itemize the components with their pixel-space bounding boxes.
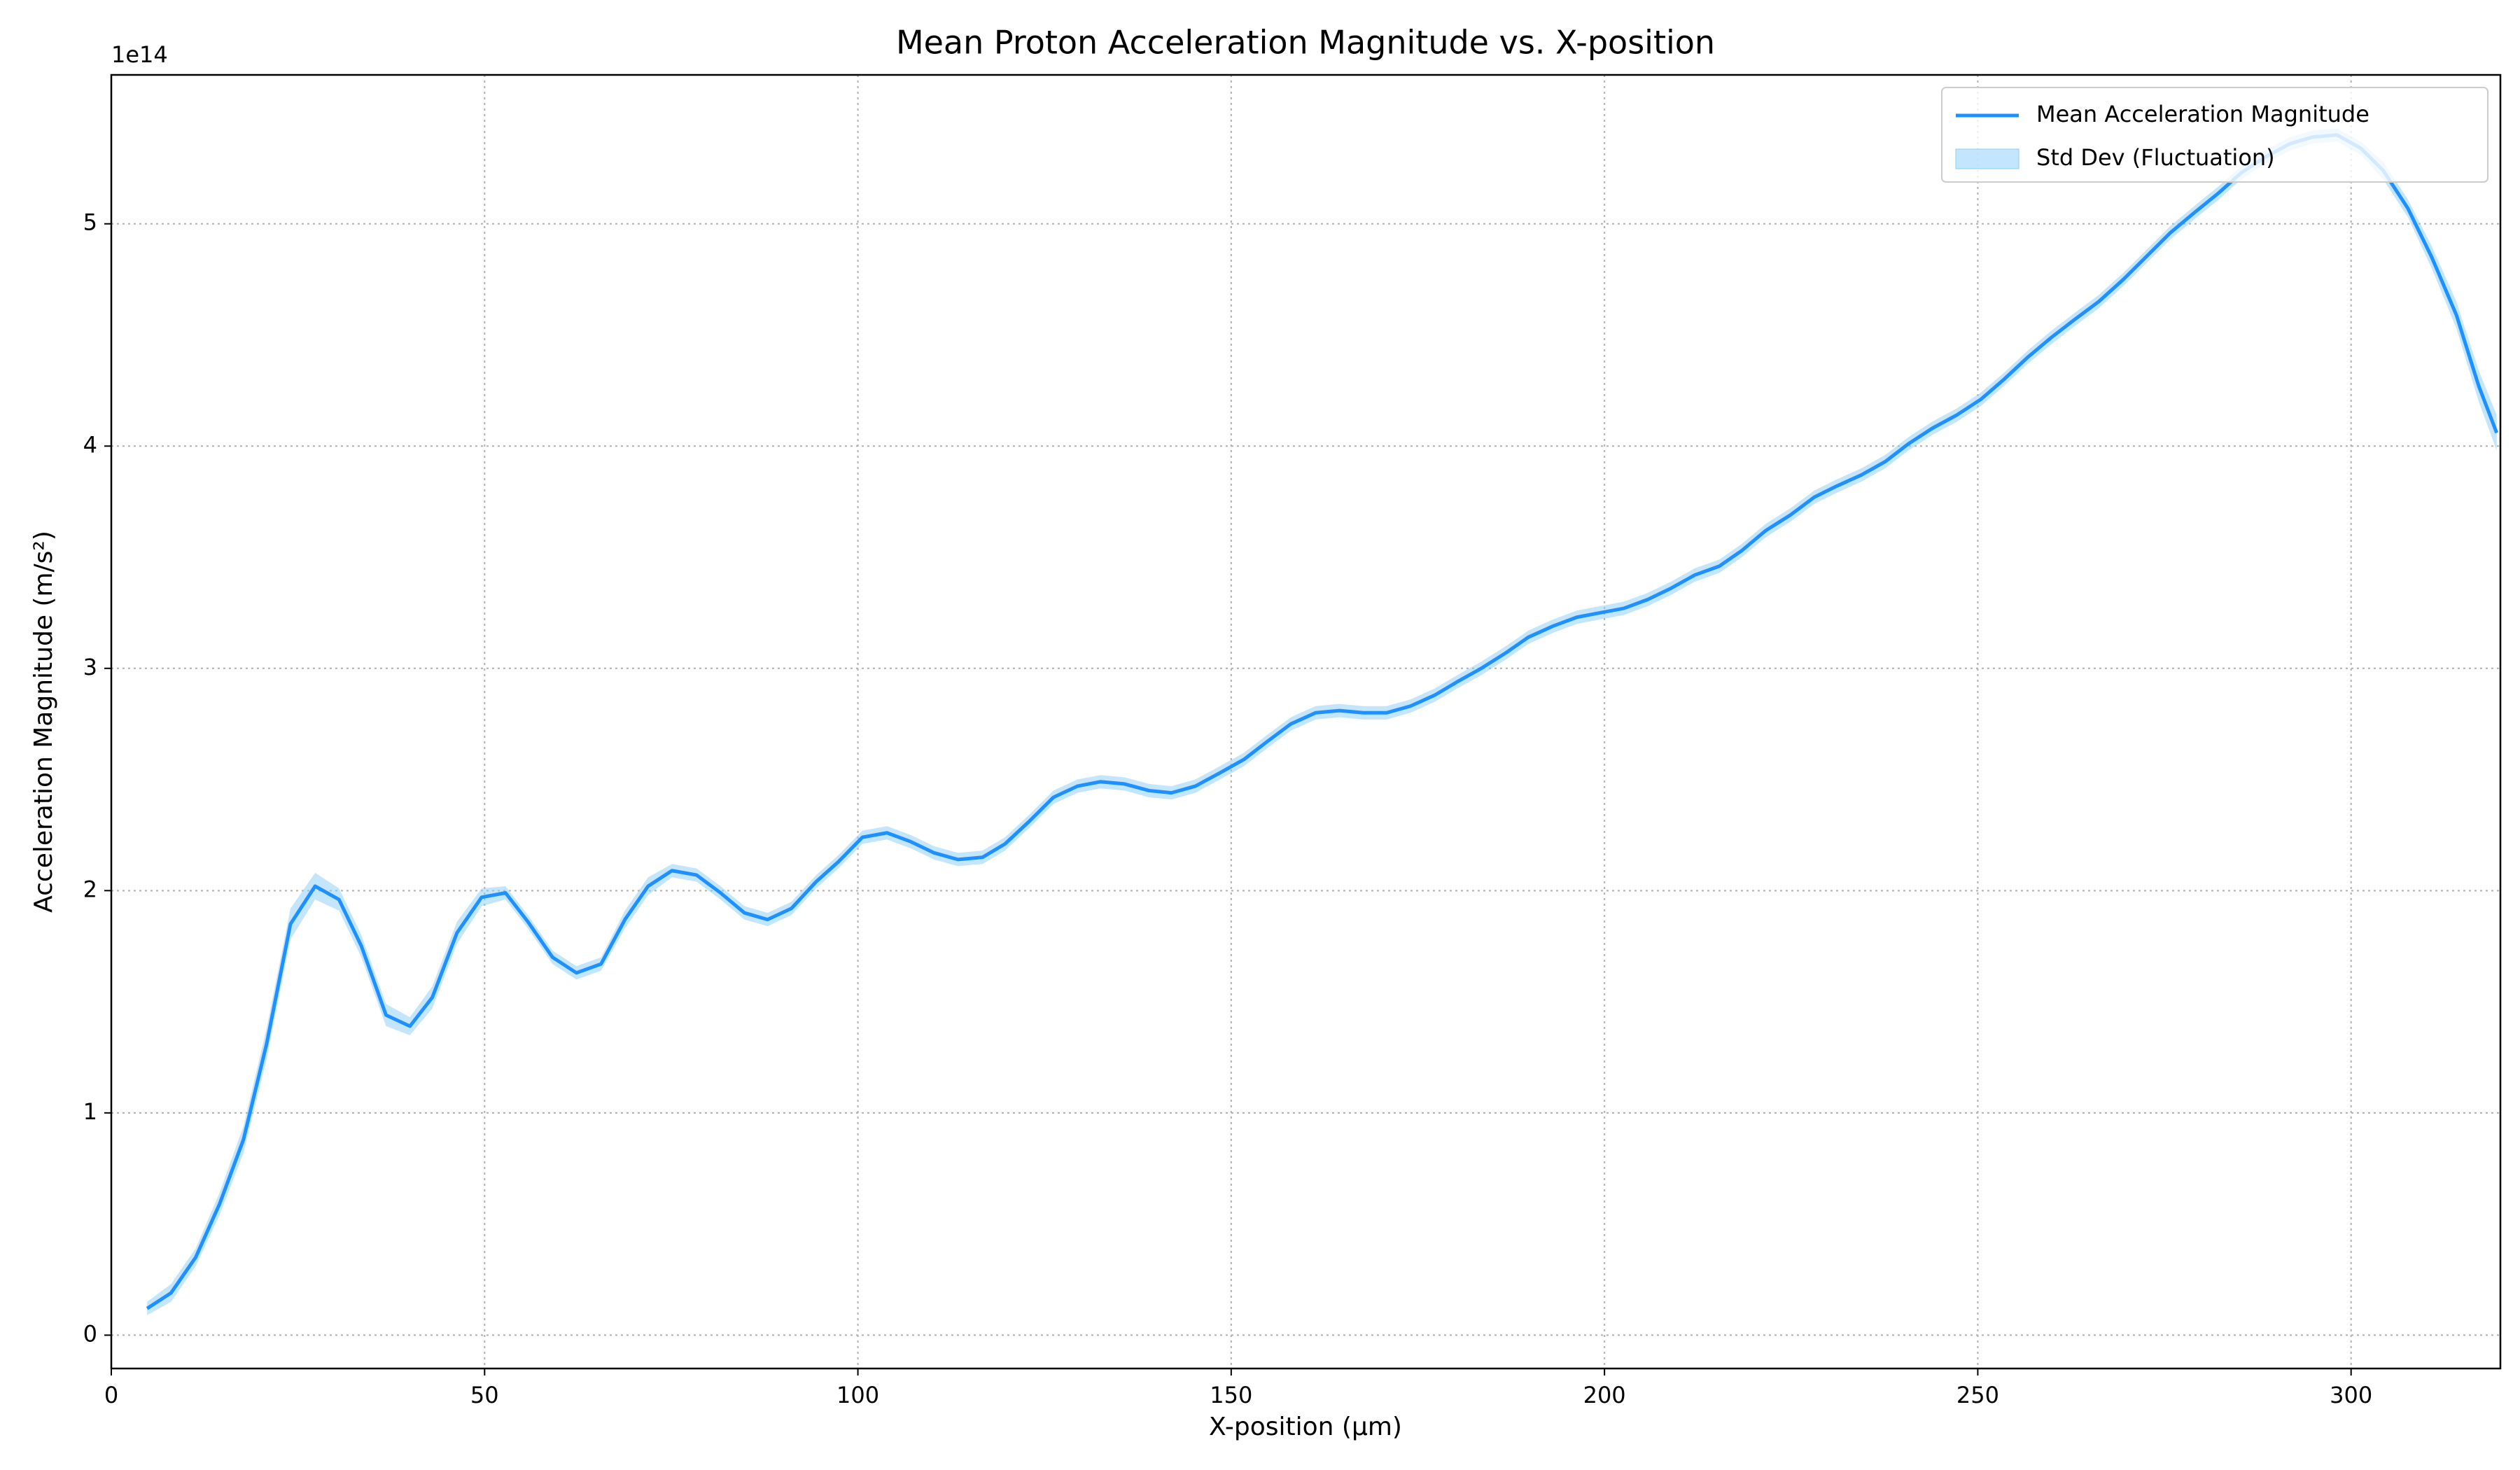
legend-swatch [1955, 148, 2019, 169]
y-axis-label: Acceleration Magnitude (m/s²) [29, 531, 58, 913]
y-tick-label: 3 [83, 654, 97, 680]
x-tick-label: 200 [1583, 1382, 1626, 1408]
x-tick-label: 100 [836, 1382, 879, 1408]
y-tick-label: 5 [83, 209, 97, 236]
x-tick-label: 300 [2330, 1382, 2372, 1408]
y-tick-label: 2 [83, 876, 97, 902]
x-tick-label: 250 [1956, 1382, 1999, 1408]
x-tick-label: 50 [470, 1382, 499, 1408]
x-tick-label: 0 [104, 1382, 118, 1408]
chart-title: Mean Proton Acceleration Magnitude vs. X… [896, 24, 1715, 62]
legend-box [1941, 87, 2488, 183]
y-offset-label: 1e14 [111, 41, 168, 68]
mean-line [146, 133, 2499, 1310]
legend-label: Mean Acceleration Magnitude [2036, 101, 2370, 127]
y-tick-label: 1 [83, 1098, 97, 1125]
y-tick-label: 0 [83, 1320, 97, 1347]
y-tick-label: 4 [83, 431, 97, 458]
plot-frame [110, 74, 2502, 1370]
legend-label: Std Dev (Fluctuation) [2036, 144, 2275, 171]
x-axis-label: X-position (μm) [1209, 1413, 1402, 1441]
x-tick-label: 150 [1210, 1382, 1252, 1408]
